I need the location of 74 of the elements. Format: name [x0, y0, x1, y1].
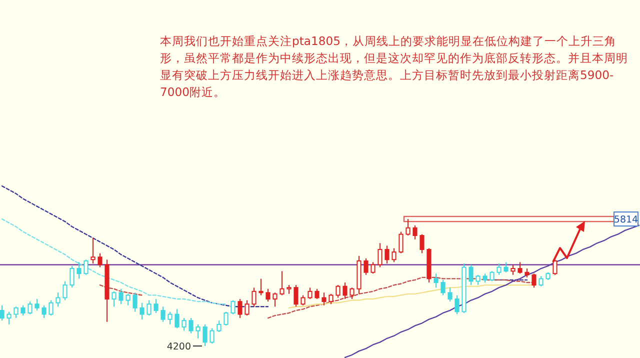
candlestick	[258, 278, 264, 296]
candlestick	[174, 308, 180, 329]
candlestick	[496, 262, 502, 276]
candlestick	[146, 300, 152, 316]
candlestick	[294, 284, 298, 308]
candlestick	[364, 258, 368, 276]
candlestick	[532, 273, 536, 288]
candlestick	[76, 262, 82, 280]
candlestick	[412, 224, 418, 240]
candlestick	[308, 287, 312, 300]
candlestick	[154, 298, 158, 314]
candlestick	[238, 298, 242, 319]
candlestick	[182, 318, 186, 332]
candlestick	[62, 280, 68, 301]
candlestick	[384, 245, 390, 264]
candlestick	[272, 292, 278, 308]
candlestick	[140, 302, 144, 320]
candlestick	[244, 300, 250, 316]
candlestick	[70, 265, 74, 288]
candlestick	[370, 262, 376, 274]
candlestick	[392, 248, 396, 263]
candlestick	[476, 274, 480, 286]
candlestick	[336, 284, 340, 298]
candlestick	[98, 252, 102, 268]
candlestick	[210, 328, 214, 344]
candlestick	[300, 294, 306, 306]
candlestick	[56, 292, 60, 308]
candlestick	[84, 259, 88, 276]
candlestick	[314, 288, 320, 300]
candlestick	[398, 231, 404, 254]
candlestick	[510, 264, 516, 276]
candlestick	[504, 262, 508, 273]
candlestick	[48, 300, 54, 316]
candlestick	[378, 242, 382, 268]
candlestick	[230, 300, 236, 315]
candlestick	[42, 304, 46, 319]
candlestick	[0, 304, 4, 322]
candlestick	[434, 273, 438, 288]
candlestick	[6, 311, 12, 325]
candlestick	[454, 294, 460, 315]
candlestick	[14, 306, 18, 319]
candlestick	[420, 234, 424, 254]
candlestick	[188, 318, 194, 334]
candlestick	[118, 288, 124, 305]
candlestick	[216, 320, 222, 333]
candlestick	[224, 311, 228, 326]
candlestick	[328, 293, 334, 305]
candlestick	[168, 311, 172, 325]
annotation: 5814	[614, 214, 638, 226]
candlestick	[34, 298, 40, 311]
candlestick	[252, 287, 256, 308]
candlestick	[28, 301, 32, 315]
candlestick	[196, 324, 200, 339]
candlestick	[160, 306, 166, 322]
candlestick	[112, 290, 116, 308]
candlestick	[448, 287, 452, 302]
candlestick	[552, 259, 558, 276]
candlestick	[266, 288, 270, 302]
candlestick	[440, 279, 446, 296]
candlestick	[350, 287, 354, 300]
candlestick	[280, 270, 284, 296]
candlestick	[202, 324, 208, 346]
candlestick	[132, 292, 138, 312]
candlestick	[126, 293, 130, 306]
candlestick	[468, 264, 474, 286]
candlestick	[90, 238, 96, 264]
text: 本周我们也开始重点关注pta1805，从周线上的要求能明显在低位构建了一个上升三角形，虽然平常都是作为中续形态出现，但是这次却罕见的作为底部反转形态。并且本周明显有突破上方压力线开始进入上涨趋势意思。上方目标暂时先放到最小投射距离5900-7000附近。	[160, 33, 629, 101]
candlestick	[538, 276, 544, 287]
candlestick	[490, 270, 494, 282]
candlestick	[342, 282, 348, 300]
candlestick	[518, 262, 522, 274]
annotation: 4200	[166, 341, 191, 352]
candlestick	[322, 292, 326, 306]
candlestick	[20, 304, 26, 316]
